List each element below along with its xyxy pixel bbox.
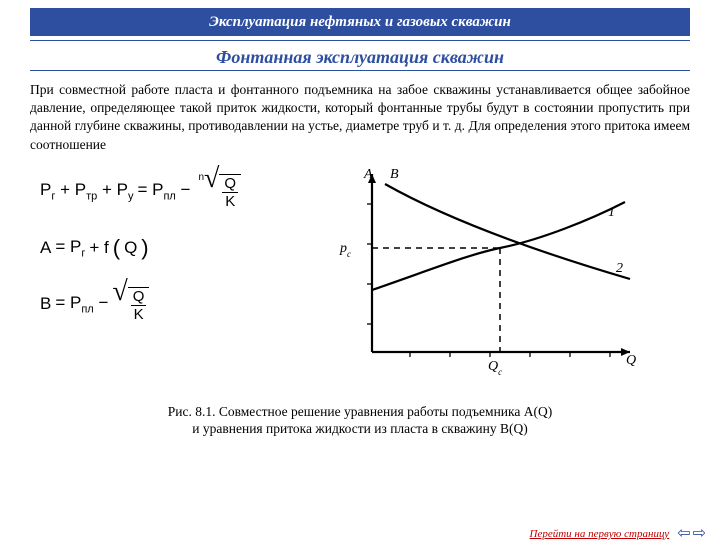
formulas-block: Pг + Pтр + Pу = Pпл − n √ Q K A = Pг + f… — [30, 164, 310, 389]
caption-line2: и уравнения притока жидкости из пласта в… — [192, 421, 527, 436]
eq1-lhs: Pг + Pтр + Pу — [40, 180, 133, 202]
svg-text:Qc: Qc — [488, 359, 502, 377]
first-page-link[interactable]: Перейти на первую страницу — [530, 528, 670, 540]
eq3-B: B — [40, 294, 51, 314]
eq1-radical: √ Q K — [204, 174, 241, 209]
content-row: Pг + Pтр + Pу = Pпл − n √ Q K A = Pг + f… — [30, 164, 690, 389]
eq3-radical: √ Q K — [112, 287, 149, 322]
eq2-paren: ( — [113, 235, 120, 261]
figure-svg: A B 1 2 pc Qc Q — [330, 164, 640, 384]
svg-text:pc: pc — [339, 241, 351, 259]
eq2-eq: = Pг — [55, 237, 85, 259]
svg-text:2: 2 — [616, 261, 623, 276]
radical-sign-icon: √ — [204, 169, 219, 189]
formula-1: Pг + Pтр + Pу = Pпл − n √ Q K — [40, 174, 310, 209]
figure: A B 1 2 pc Qc Q — [330, 164, 690, 389]
eq1-mid: = Pпл − — [137, 180, 190, 202]
eq2-paren2: ) — [141, 235, 148, 261]
formula-2: A = Pг + f ( Q ) — [40, 235, 310, 261]
svg-text:A: A — [363, 167, 373, 182]
formula-3: B = Pпл − √ Q K — [40, 287, 310, 322]
body-paragraph: При совместной работе пласта и фонтанног… — [30, 81, 690, 154]
header-bar: Эксплуатация нефтяных и газовых скважин — [30, 8, 690, 36]
header-title: Эксплуатация нефтяных и газовых скважин — [209, 14, 511, 30]
subhead-title: Фонтанная эксплуатация скважин — [216, 47, 504, 67]
eq2-Q: Q — [124, 238, 137, 258]
caption-line1: Рис. 8.1. Совместное решение уравнения р… — [168, 404, 553, 419]
rule-sub — [30, 70, 690, 71]
rule-top — [30, 40, 690, 41]
eq2-A: A — [40, 238, 51, 258]
svg-text:Q: Q — [626, 353, 636, 368]
figure-caption: Рис. 8.1. Совместное решение уравнения р… — [30, 403, 690, 438]
eq2-plus: + f — [89, 238, 108, 258]
radical-sign-icon: √ — [112, 282, 127, 302]
eq3-eq: = Pпл − — [55, 293, 108, 315]
svg-text:1: 1 — [608, 205, 615, 220]
subhead: Фонтанная эксплуатация скважин — [0, 47, 720, 68]
svg-text:B: B — [390, 167, 399, 182]
